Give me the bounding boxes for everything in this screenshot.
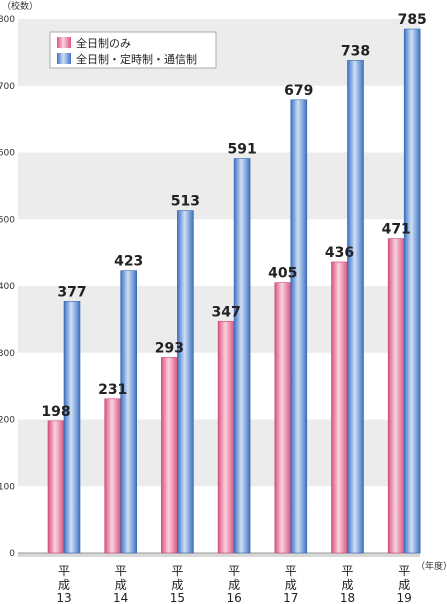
y-tick-label: 700	[0, 82, 15, 92]
data-label-series-2: 377	[57, 284, 86, 300]
data-label-series-1: 405	[268, 266, 297, 282]
x-label-era: 平	[228, 564, 240, 578]
data-label-series-1: 231	[98, 382, 127, 398]
y-tick-label: 500	[0, 215, 15, 225]
legend-label-series-2: 全日制・定時制・通信制	[76, 52, 197, 66]
bar-series-2	[347, 60, 364, 554]
bar-series-1	[47, 420, 65, 554]
x-label-era: 平	[171, 564, 183, 578]
data-label-series-1: 436	[325, 245, 354, 261]
y-tick-label: 300	[0, 349, 15, 359]
legend-swatch-series-1	[57, 37, 71, 48]
bar-series-2	[120, 270, 137, 554]
x-label-era: 成	[58, 578, 70, 592]
data-labels: 198 377 231 423 293 513 347 591 405 679 436 738 471 7…	[41, 12, 426, 420]
bar-series-1	[161, 357, 178, 554]
x-label-year: 16	[226, 591, 241, 604]
x-label-year: 13	[56, 591, 71, 604]
x-label-era: 平	[341, 564, 353, 578]
y-tick-label: 800	[0, 15, 15, 25]
y-tick-label: 100	[0, 482, 15, 492]
data-label-series-1: 471	[382, 222, 411, 238]
data-label-series-1: 293	[155, 340, 184, 356]
grid-band	[18, 553, 420, 557]
bar-series-1	[387, 238, 405, 554]
data-label-series-2: 513	[171, 194, 200, 210]
data-label-series-2: 679	[284, 83, 313, 99]
legend-swatch-series-2	[57, 53, 71, 64]
bar-series-1	[217, 321, 235, 554]
x-label-year: 19	[397, 591, 412, 604]
bar-series-2	[177, 210, 194, 554]
x-label-year: 17	[283, 591, 298, 604]
bar-series-1	[274, 282, 292, 554]
legend: 全日制のみ 全日制・定時制・通信制	[49, 31, 217, 69]
legend-box	[49, 31, 217, 69]
x-label-year: 14	[113, 591, 128, 604]
bar-series-2	[63, 301, 81, 554]
y-tick-label: 0	[9, 549, 15, 559]
x-label-era: 平	[285, 564, 297, 578]
data-label-series-1: 347	[211, 304, 240, 320]
x-label-year: 15	[170, 591, 185, 604]
bar-series-2	[403, 28, 421, 554]
bar-series-1	[331, 261, 348, 554]
legend-label-series-1: 全日制のみ	[76, 36, 131, 50]
y-axis-unit-label: （校数）	[2, 0, 38, 12]
x-label-era: 成	[115, 578, 127, 592]
x-label-era: 平	[115, 564, 127, 578]
data-label-series-2: 591	[227, 142, 256, 158]
x-label-era: 成	[171, 578, 183, 592]
data-label-series-2: 738	[341, 43, 370, 59]
data-label-series-2: 423	[114, 254, 143, 270]
data-label-series-2: 785	[398, 12, 427, 28]
x-axis-unit-label: （年度）	[416, 560, 447, 572]
x-label-era: 成	[228, 578, 240, 592]
y-tick-label: 200	[0, 416, 15, 426]
bar-series-1	[104, 398, 121, 554]
x-label-era: 成	[341, 578, 353, 592]
x-label-era: 平	[58, 564, 70, 578]
x-label-era: 平	[398, 564, 410, 578]
data-label-series-1: 198	[41, 404, 70, 420]
bar-series-2	[233, 158, 251, 554]
x-label-era: 成	[398, 578, 410, 592]
y-tick-label: 600	[0, 149, 15, 159]
bars	[47, 28, 421, 554]
y-axis-tick-labels: 0 100 200 300 400 500 600 700 800	[0, 15, 15, 559]
bar-series-2	[290, 99, 308, 554]
x-label-year: 18	[340, 591, 355, 604]
x-label-era: 成	[285, 578, 297, 592]
y-tick-label: 400	[0, 282, 15, 292]
